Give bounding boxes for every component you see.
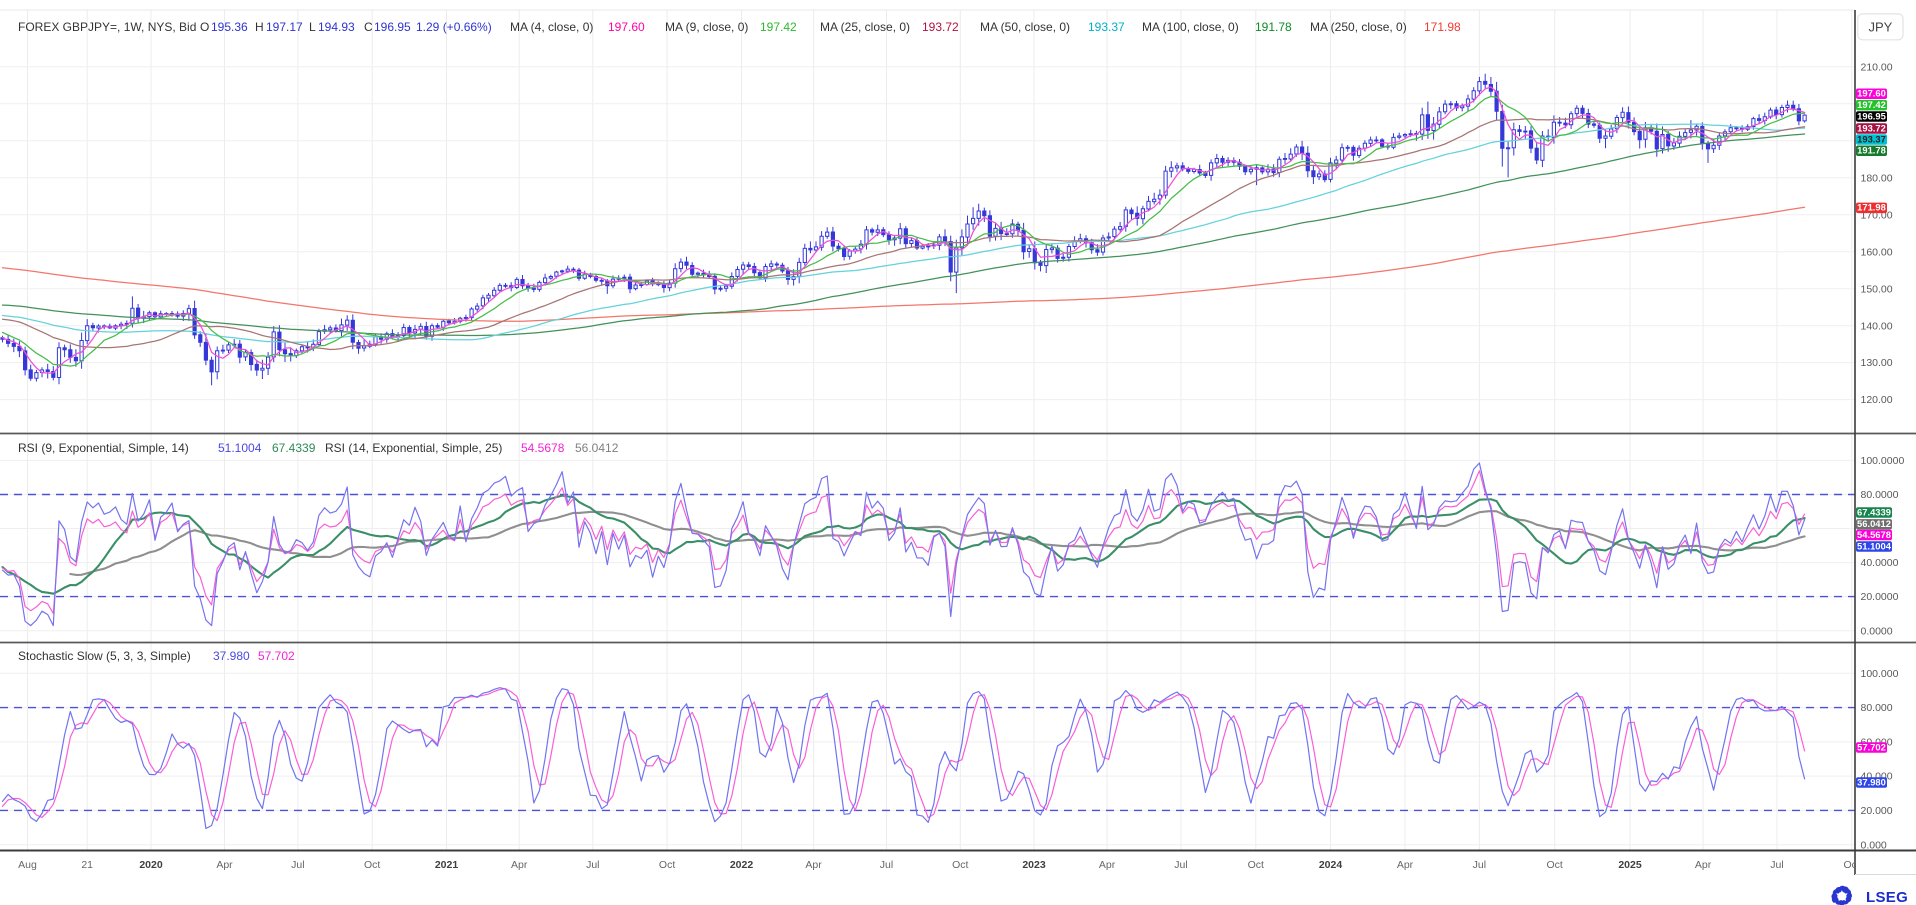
svg-text:37.980: 37.980 [213, 649, 250, 663]
svg-text:Apr: Apr [805, 859, 822, 871]
svg-text:Apr: Apr [1099, 859, 1116, 871]
svg-text:193.37: 193.37 [1857, 133, 1886, 144]
svg-text:Jul: Jul [291, 859, 304, 871]
svg-text:MA (100, close, 0): MA (100, close, 0) [1142, 20, 1239, 34]
svg-text:Jul: Jul [586, 859, 599, 871]
svg-text:67.4339: 67.4339 [1857, 506, 1891, 517]
svg-text:Oct: Oct [659, 859, 675, 871]
svg-text:160.00: 160.00 [1861, 246, 1893, 258]
svg-text:150.00: 150.00 [1861, 283, 1893, 295]
svg-text:MA (25, close, 0): MA (25, close, 0) [820, 20, 910, 34]
svg-text:194.93: 194.93 [318, 20, 355, 34]
svg-text:193.72: 193.72 [1857, 122, 1886, 133]
svg-text:2021: 2021 [435, 859, 459, 871]
svg-text:37.980: 37.980 [1857, 776, 1886, 787]
svg-text:191.78: 191.78 [1255, 20, 1292, 34]
svg-text:MA (50, close, 0): MA (50, close, 0) [980, 20, 1070, 34]
svg-text:197.60: 197.60 [608, 20, 645, 34]
svg-text:2022: 2022 [730, 859, 754, 871]
svg-text:Jul: Jul [1174, 859, 1187, 871]
svg-text:Jul: Jul [880, 859, 893, 871]
svg-text:FOREX GBPJPY=, 1W, NYS, Bid: FOREX GBPJPY=, 1W, NYS, Bid [18, 20, 196, 34]
svg-text:120.00: 120.00 [1861, 394, 1893, 406]
svg-text:100.0000: 100.0000 [1861, 455, 1905, 467]
svg-text:2025: 2025 [1618, 859, 1642, 871]
svg-text:197.17: 197.17 [266, 20, 303, 34]
svg-text:MA (4, close, 0): MA (4, close, 0) [510, 20, 593, 34]
svg-text:140.00: 140.00 [1861, 320, 1893, 332]
svg-text:L: L [309, 20, 316, 34]
svg-text:57.702: 57.702 [258, 649, 295, 663]
svg-text:56.0412: 56.0412 [1857, 518, 1891, 529]
svg-text:Jul: Jul [1770, 859, 1783, 871]
svg-text:80.000: 80.000 [1861, 702, 1893, 714]
svg-text:Apr: Apr [216, 859, 233, 871]
svg-text:Aug: Aug [18, 859, 37, 871]
svg-text:2024: 2024 [1319, 859, 1343, 871]
svg-text:196.95: 196.95 [374, 20, 411, 34]
svg-text:RSI (9, Exponential, Simple, 1: RSI (9, Exponential, Simple, 14) [18, 441, 189, 455]
svg-text:20.000: 20.000 [1861, 805, 1893, 817]
svg-text:195.36: 195.36 [211, 20, 248, 34]
svg-text:Jul: Jul [1473, 859, 1486, 871]
svg-text:67.4339: 67.4339 [272, 441, 316, 455]
svg-text:21: 21 [81, 859, 93, 871]
svg-text:Stochastic Slow (5, 3, 3, Simp: Stochastic Slow (5, 3, 3, Simple) [18, 649, 191, 663]
svg-text:2020: 2020 [139, 859, 163, 871]
svg-text:Oct: Oct [1547, 859, 1563, 871]
svg-text:40.0000: 40.0000 [1861, 557, 1899, 569]
svg-text:2023: 2023 [1022, 859, 1046, 871]
svg-text:C: C [364, 20, 373, 34]
svg-text:80.0000: 80.0000 [1861, 489, 1899, 501]
svg-text:196.95: 196.95 [1857, 110, 1886, 121]
svg-text:MA (250, close, 0): MA (250, close, 0) [1310, 20, 1407, 34]
svg-text:171.98: 171.98 [1857, 202, 1886, 213]
svg-text:Oct: Oct [1844, 859, 1860, 871]
svg-text:171.98: 171.98 [1424, 20, 1461, 34]
svg-text:54.5678: 54.5678 [521, 441, 565, 455]
svg-text:Apr: Apr [1397, 859, 1414, 871]
svg-text:RSI (14, Exponential, Simple,: RSI (14, Exponential, Simple, 25) [325, 441, 502, 455]
svg-text:56.0412: 56.0412 [575, 441, 619, 455]
svg-text:51.1004: 51.1004 [218, 441, 262, 455]
svg-text:JPY: JPY [1868, 19, 1892, 34]
svg-text:180.00: 180.00 [1861, 172, 1893, 184]
svg-text:Apr: Apr [1695, 859, 1712, 871]
svg-text:0.0000: 0.0000 [1861, 625, 1893, 637]
svg-text:MA (9, close, 0): MA (9, close, 0) [665, 20, 748, 34]
svg-text:130.00: 130.00 [1861, 357, 1893, 369]
svg-text:57.702: 57.702 [1857, 741, 1886, 752]
svg-text:O: O [200, 20, 209, 34]
svg-text:210.00: 210.00 [1861, 61, 1893, 73]
svg-text:197.60: 197.60 [1857, 88, 1886, 99]
svg-text:193.72: 193.72 [922, 20, 959, 34]
svg-text:54.5678: 54.5678 [1857, 529, 1891, 540]
svg-text:191.78: 191.78 [1857, 145, 1886, 156]
svg-text:Apr: Apr [511, 859, 528, 871]
svg-text:1.29 (+0.66%): 1.29 (+0.66%) [416, 20, 492, 34]
svg-text:0.000: 0.000 [1861, 839, 1887, 851]
svg-text:51.1004: 51.1004 [1857, 540, 1892, 551]
svg-text:H: H [255, 20, 264, 34]
svg-text:193.37: 193.37 [1088, 20, 1125, 34]
svg-text:100.000: 100.000 [1861, 668, 1899, 680]
svg-text:197.42: 197.42 [1857, 99, 1886, 110]
svg-text:LSEG: LSEG [1866, 889, 1908, 905]
svg-text:197.42: 197.42 [760, 20, 797, 34]
svg-text:Oct: Oct [1248, 859, 1264, 871]
svg-text:Oct: Oct [364, 859, 380, 871]
svg-text:Oct: Oct [952, 859, 968, 871]
svg-text:20.0000: 20.0000 [1861, 591, 1899, 603]
